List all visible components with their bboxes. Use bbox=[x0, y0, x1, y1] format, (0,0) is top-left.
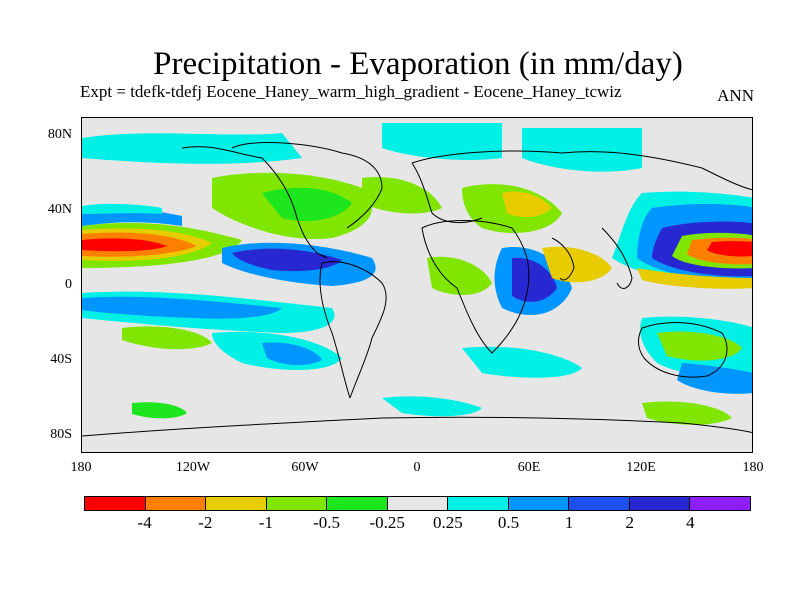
x-tick-180e: 180 bbox=[742, 460, 764, 475]
colorbar bbox=[84, 496, 751, 511]
x-tick-120w: 120W bbox=[175, 460, 211, 475]
precipitation-map bbox=[81, 117, 753, 453]
y-tick-80n: 80N bbox=[47, 127, 72, 142]
x-tick-60w: 60W bbox=[291, 460, 319, 475]
plot-title: Precipitation - Evaporation (in mm/day) bbox=[153, 46, 683, 82]
colorbar-label: 4 bbox=[686, 513, 695, 532]
colorbar-swatch bbox=[206, 497, 267, 510]
x-tick-120e: 120E bbox=[626, 460, 656, 475]
coastlines bbox=[82, 142, 752, 437]
contour-fields bbox=[82, 123, 752, 452]
colorbar-swatch bbox=[690, 497, 751, 510]
colorbar-label: -0.25 bbox=[369, 513, 405, 532]
colorbar-label: 2 bbox=[625, 513, 634, 532]
y-tick-40s: 40S bbox=[50, 352, 72, 367]
map-background bbox=[82, 118, 752, 452]
y-tick-0: 0 bbox=[65, 277, 72, 292]
x-tick-180w: 180 bbox=[70, 460, 92, 475]
colorbar-swatch bbox=[387, 497, 449, 510]
colorbar-label: -1 bbox=[258, 513, 273, 532]
colorbar-label: -2 bbox=[198, 513, 213, 532]
colorbar-swatch bbox=[145, 497, 207, 510]
colorbar-label: 0.5 bbox=[497, 513, 520, 532]
colorbar-swatch bbox=[569, 497, 630, 510]
colorbar-swatch bbox=[85, 497, 146, 510]
y-tick-40n: 40N bbox=[47, 202, 72, 217]
colorbar-swatch bbox=[266, 497, 328, 510]
colorbar-label: 1 bbox=[564, 513, 574, 532]
x-tick-0: 0 bbox=[413, 460, 421, 475]
colorbar-label: -4 bbox=[137, 513, 152, 532]
season-label: ANN bbox=[717, 86, 754, 105]
colorbar-swatch bbox=[508, 497, 570, 510]
colorbar-swatch bbox=[327, 497, 388, 510]
x-tick-60e: 60E bbox=[517, 460, 541, 475]
experiment-subtitle: Expt = tdefk-tdefj Eocene_Haney_warm_hig… bbox=[80, 82, 622, 101]
y-tick-80s: 80S bbox=[50, 427, 72, 442]
colorbar-swatch bbox=[629, 497, 691, 510]
colorbar-label: 0.25 bbox=[432, 513, 463, 532]
colorbar-label: -0.5 bbox=[313, 513, 340, 532]
colorbar-swatch bbox=[448, 497, 509, 510]
